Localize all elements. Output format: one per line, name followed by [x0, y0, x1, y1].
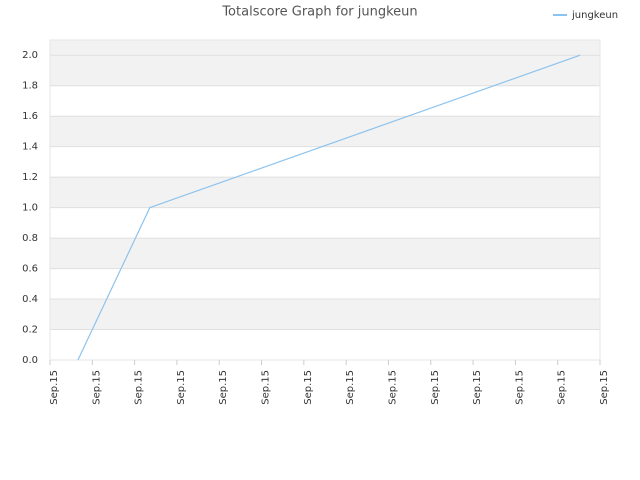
x-tick-label: Sep.15 — [303, 370, 314, 405]
y-tick-label: 1.6 — [22, 111, 38, 122]
grid-band — [50, 116, 600, 147]
legend-label: jungkeun — [571, 10, 618, 21]
x-tick-label: Sep.15 — [134, 370, 145, 405]
chart-title: Totalscore Graph for jungkeun — [221, 5, 417, 20]
grid-band — [50, 55, 600, 86]
x-tick-label: Sep.15 — [49, 370, 60, 405]
y-tick-label: 0.8 — [22, 233, 38, 244]
x-tick-label: Sep.15 — [176, 370, 187, 405]
x-tick-label: Sep.15 — [218, 370, 229, 405]
y-tick-label: 1.0 — [22, 203, 38, 214]
data-line — [77, 54, 581, 361]
x-tick-label: Sep.15 — [261, 370, 272, 405]
x-tick-label: Sep.15 — [557, 370, 568, 405]
x-tick-label: Sep.15 — [91, 370, 102, 405]
y-tick-label: 1.8 — [22, 81, 38, 92]
y-tick-label: 0.0 — [22, 355, 38, 366]
grid-band — [50, 40, 600, 56]
grid-band — [50, 299, 600, 330]
y-tick-label: 0.4 — [22, 294, 38, 305]
y-tick-label: 2.0 — [22, 50, 38, 61]
y-tick-label: 0.2 — [22, 325, 38, 336]
x-tick-label: Sep.15 — [472, 370, 483, 405]
x-tick-label: Sep.15 — [387, 370, 398, 405]
y-tick-label: 1.4 — [22, 142, 38, 153]
grid-band — [50, 238, 600, 269]
x-tick-label: Sep.15 — [599, 370, 610, 405]
x-tick-label: Sep.15 — [430, 370, 441, 405]
x-tick-label: Sep.15 — [514, 370, 525, 405]
grid-band — [50, 177, 600, 208]
y-tick-label: 1.2 — [22, 172, 38, 183]
plot-border — [49, 39, 601, 361]
y-tick-label: 0.6 — [22, 264, 38, 275]
x-tick-label: Sep.15 — [345, 370, 356, 405]
